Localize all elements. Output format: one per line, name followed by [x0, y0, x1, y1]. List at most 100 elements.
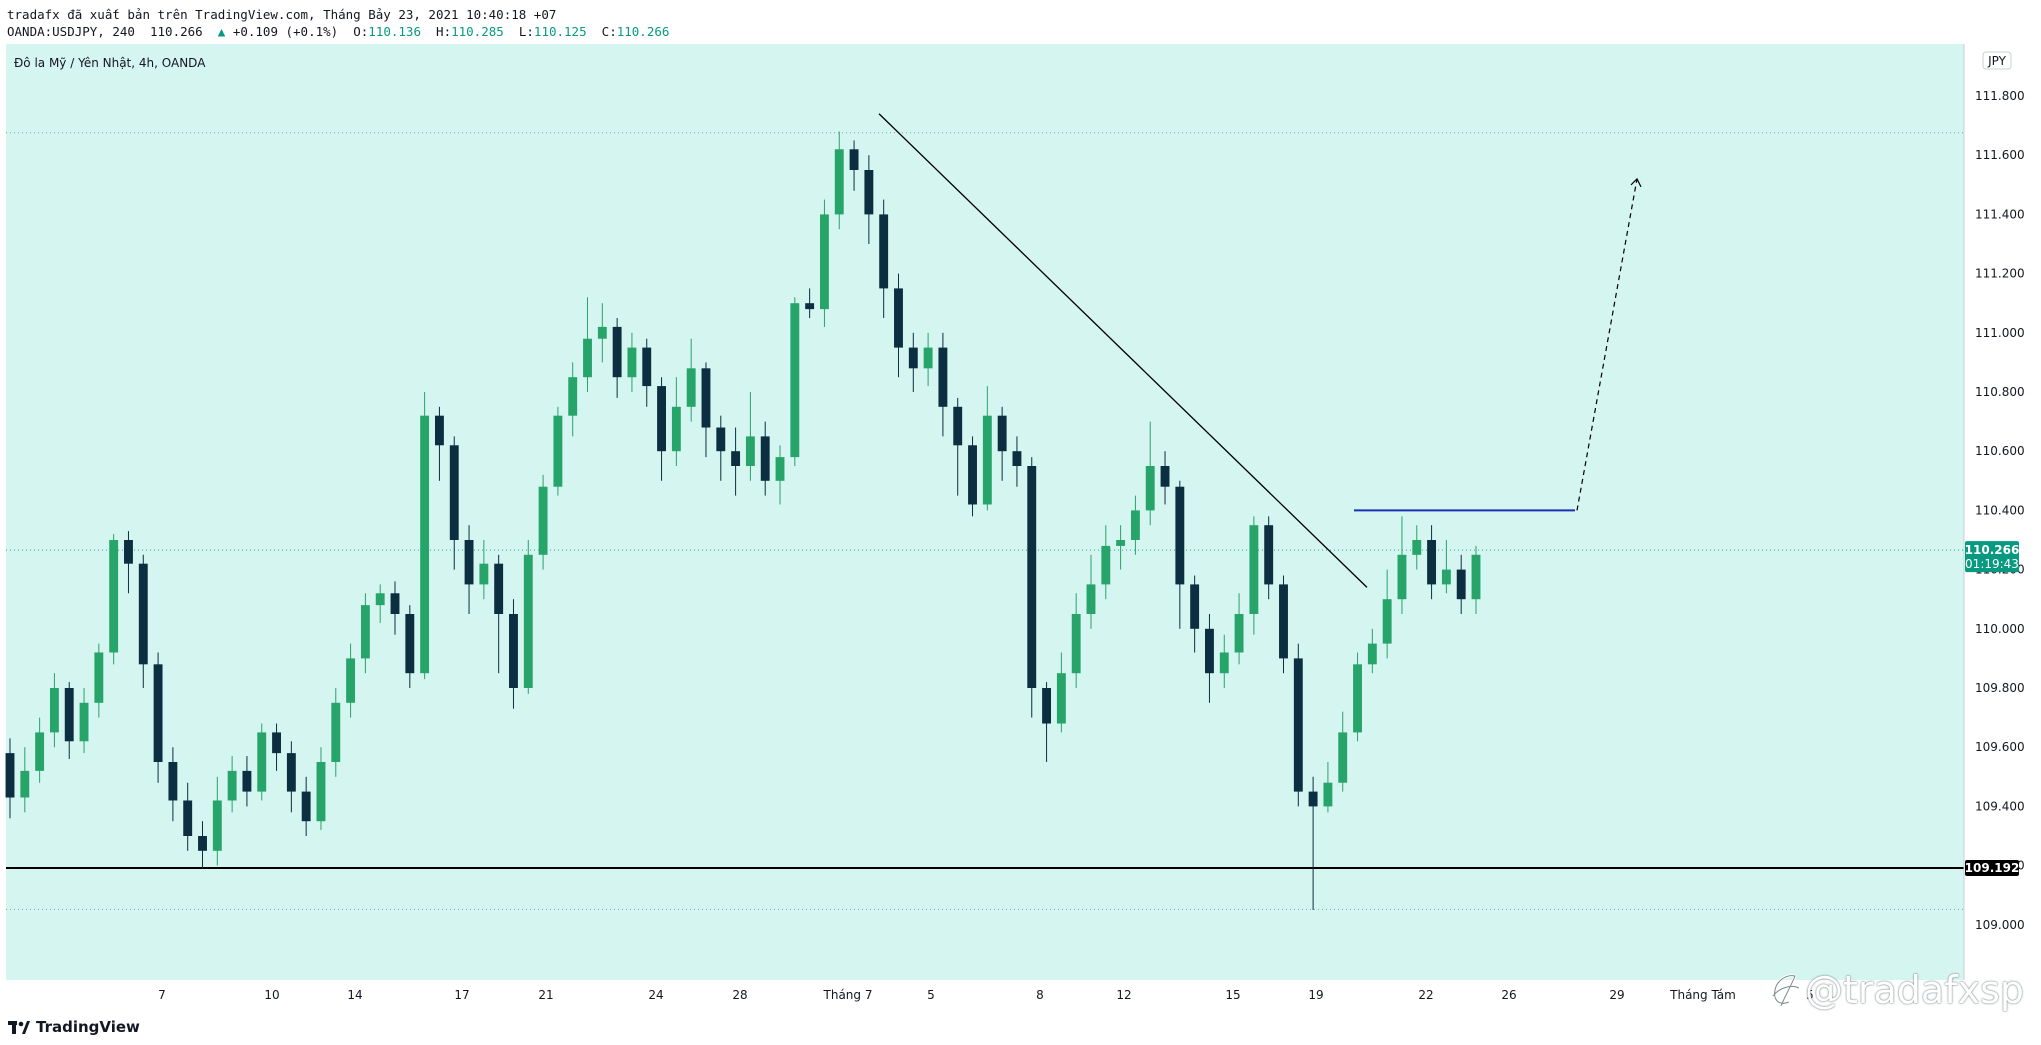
candle[interactable] — [1338, 711, 1348, 792]
candle[interactable] — [686, 338, 696, 422]
candle[interactable] — [494, 554, 504, 674]
candle[interactable] — [346, 643, 356, 718]
candle[interactable] — [390, 581, 400, 635]
candle[interactable] — [834, 131, 844, 230]
candle[interactable] — [79, 688, 89, 754]
candle[interactable] — [1456, 554, 1466, 614]
candle[interactable] — [1234, 593, 1244, 665]
candle[interactable] — [657, 377, 666, 481]
candle[interactable] — [198, 821, 207, 869]
candle[interactable] — [671, 377, 681, 466]
candle[interactable] — [642, 338, 652, 407]
candle[interactable] — [1471, 545, 1481, 614]
candle[interactable] — [94, 643, 104, 718]
candle[interactable] — [509, 599, 518, 709]
candle[interactable] — [612, 318, 622, 398]
candle[interactable] — [1086, 554, 1096, 629]
tradingview-logo[interactable]: TradingView — [8, 1018, 140, 1036]
candle[interactable] — [49, 673, 59, 748]
candle[interactable] — [731, 427, 741, 496]
candle[interactable] — [716, 415, 726, 481]
candle[interactable] — [212, 776, 222, 866]
candle[interactable] — [64, 682, 74, 760]
candle[interactable] — [1323, 762, 1333, 813]
candle[interactable] — [20, 747, 30, 813]
candle[interactable] — [1219, 634, 1229, 688]
candle[interactable] — [523, 540, 533, 694]
candle[interactable] — [1175, 480, 1185, 629]
candle[interactable] — [968, 436, 977, 517]
candle[interactable] — [1145, 421, 1155, 526]
candle[interactable] — [272, 723, 281, 771]
candle[interactable] — [227, 756, 237, 813]
candle[interactable] — [109, 534, 119, 665]
candle[interactable] — [820, 199, 829, 327]
candle[interactable] — [1308, 776, 1318, 910]
candle[interactable] — [420, 392, 430, 680]
candle[interactable] — [938, 332, 948, 437]
currency-badge[interactable]: JPY — [1982, 51, 2012, 70]
candle[interactable] — [1397, 516, 1407, 614]
candle[interactable] — [1071, 593, 1081, 688]
candle[interactable] — [790, 297, 800, 466]
candle[interactable] — [894, 273, 903, 378]
candle[interactable] — [242, 756, 252, 807]
candle[interactable] — [1412, 525, 1422, 570]
candle[interactable] — [701, 362, 711, 458]
candle[interactable] — [138, 554, 148, 688]
candle[interactable] — [257, 723, 267, 801]
candle[interactable] — [331, 688, 341, 777]
candle[interactable] — [1264, 516, 1274, 600]
candle[interactable] — [745, 392, 755, 481]
candle[interactable] — [538, 474, 548, 570]
candle[interactable] — [849, 140, 859, 191]
trendline[interactable] — [878, 113, 1368, 588]
candle[interactable] — [360, 593, 370, 674]
candle[interactable] — [1427, 525, 1437, 600]
candle[interactable] — [1205, 614, 1214, 703]
candle[interactable] — [908, 332, 918, 392]
candle[interactable] — [568, 362, 578, 437]
candle[interactable] — [1279, 575, 1288, 674]
candle[interactable] — [1056, 652, 1066, 733]
candle[interactable] — [1293, 643, 1303, 807]
candle[interactable] — [1367, 628, 1377, 674]
candle[interactable] — [997, 406, 1007, 481]
candle[interactable] — [434, 406, 444, 481]
candle[interactable] — [879, 199, 889, 318]
candle[interactable] — [1012, 436, 1022, 487]
candle[interactable] — [168, 747, 178, 822]
candle[interactable] — [1101, 525, 1111, 600]
candle[interactable] — [301, 776, 311, 836]
candle[interactable] — [1160, 451, 1170, 505]
candle[interactable] — [953, 397, 963, 496]
candle[interactable] — [153, 652, 163, 783]
candle[interactable] — [1190, 575, 1200, 653]
candle[interactable] — [183, 782, 193, 851]
candle[interactable] — [124, 531, 133, 594]
candle[interactable] — [864, 155, 874, 244]
projection-arrow[interactable] — [1576, 178, 1638, 511]
candle[interactable] — [464, 525, 474, 614]
candle[interactable] — [479, 540, 489, 600]
candle[interactable] — [5, 738, 15, 819]
candle[interactable] — [760, 421, 770, 496]
candle[interactable] — [316, 747, 326, 831]
candle[interactable] — [1249, 516, 1259, 635]
candle[interactable] — [1042, 682, 1052, 762]
candle[interactable] — [627, 332, 637, 392]
candle[interactable] — [583, 297, 592, 392]
candle[interactable] — [597, 303, 607, 363]
candle[interactable] — [982, 386, 992, 511]
candle[interactable] — [1116, 525, 1126, 570]
candle[interactable] — [1353, 652, 1362, 742]
candle[interactable] — [449, 436, 459, 570]
candle[interactable] — [375, 584, 385, 623]
candle[interactable] — [553, 406, 563, 496]
candle[interactable] — [1441, 540, 1451, 594]
candle[interactable] — [1027, 457, 1037, 718]
candle[interactable] — [923, 332, 933, 387]
candle[interactable] — [35, 717, 45, 783]
candle[interactable] — [1130, 495, 1140, 555]
